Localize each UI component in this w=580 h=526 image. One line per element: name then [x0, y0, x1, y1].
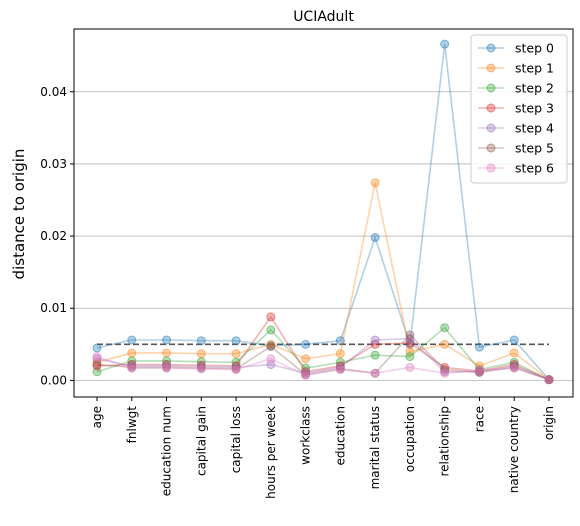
- data-point: [440, 39, 450, 49]
- legend: step 0 step 1 step 2 step 3 step 4 step 5 step…: [470, 34, 568, 184]
- y-ticks: 0.00 0.01 0.02 0.03 0.04: [40, 85, 74, 387]
- data-point: [231, 336, 241, 346]
- x-tick-label: race: [472, 406, 486, 432]
- x-tick-label: age: [90, 406, 104, 428]
- chart-title: UCIAdult: [293, 9, 354, 25]
- data-point: [196, 336, 206, 346]
- data-point: [405, 362, 415, 372]
- x-tick-label: hours per week: [264, 406, 278, 499]
- data-point: [266, 339, 276, 349]
- data-point: [127, 335, 137, 345]
- x-tick-label: native country: [507, 406, 521, 493]
- data-point: [127, 348, 137, 358]
- data-point: [266, 341, 276, 351]
- legend-label: step 0: [515, 41, 554, 56]
- y-tick-label: 0.04: [40, 85, 67, 99]
- data-point: [162, 363, 172, 373]
- data-point: [335, 365, 345, 375]
- x-tick-label: capital gain: [194, 406, 208, 476]
- data-point: [266, 325, 276, 335]
- legend-marker: [486, 143, 496, 153]
- legend-marker: [486, 43, 496, 53]
- series-1: [92, 178, 554, 385]
- x-tick-label: origin: [542, 406, 556, 440]
- data-point: [92, 352, 102, 362]
- data-point: [266, 354, 276, 364]
- x-tick-label: capital loss: [229, 406, 243, 473]
- x-tick-label: marital status: [368, 406, 382, 489]
- data-point: [474, 342, 484, 352]
- legend-label: step 2: [515, 81, 554, 96]
- legend-marker: [486, 63, 496, 73]
- data-point: [440, 339, 450, 349]
- data-point: [370, 233, 380, 243]
- y-tick-label: 0.01: [40, 301, 67, 315]
- x-tick-label: education: [333, 406, 347, 466]
- x-tick-label: occupation: [403, 406, 417, 472]
- data-point: [231, 365, 241, 375]
- data-point: [301, 370, 311, 380]
- legend-marker: [486, 83, 496, 93]
- data-point: [509, 335, 519, 345]
- data-point: [335, 336, 345, 346]
- y-tick-label: 0.00: [40, 373, 67, 387]
- data-point: [440, 323, 450, 333]
- data-point: [474, 367, 484, 377]
- series-line: [96, 333, 550, 381]
- series-line: [96, 182, 550, 381]
- legend-label: step 5: [515, 141, 554, 156]
- x-ticks: age fnlwgt education num capital gain capita…: [90, 397, 556, 499]
- data-point: [196, 364, 206, 374]
- data-point: [162, 335, 172, 345]
- legend-marker: [486, 163, 496, 173]
- data-point: [405, 330, 415, 340]
- series-2: [92, 323, 554, 385]
- series-line: [96, 355, 550, 381]
- x-tick-label: relationship: [438, 406, 452, 477]
- data-point: [474, 365, 484, 375]
- series-line: [96, 44, 550, 381]
- data-point: [196, 349, 206, 359]
- data-point: [370, 368, 380, 378]
- data-point: [335, 349, 345, 359]
- data-point: [370, 350, 380, 360]
- series-line: [96, 315, 550, 381]
- data-point: [509, 363, 519, 373]
- series-5: [92, 330, 554, 385]
- legend-label: step 4: [515, 121, 554, 136]
- x-tick-label: workclass: [299, 406, 313, 465]
- data-point: [370, 335, 380, 345]
- data-point: [301, 354, 311, 364]
- legend-label: step 3: [515, 101, 554, 116]
- data-point: [405, 352, 415, 362]
- legend-marker: [486, 103, 496, 113]
- legend-label: step 6: [515, 161, 554, 176]
- data-point: [440, 368, 450, 378]
- series-line: [96, 326, 550, 381]
- data-point: [162, 348, 172, 358]
- x-tick-label: education num: [160, 406, 174, 496]
- series-6: [92, 352, 554, 385]
- legend-label: step 1: [515, 61, 554, 76]
- data-point: [544, 375, 554, 385]
- data-point: [301, 339, 311, 349]
- legend-marker: [486, 123, 496, 133]
- data-point: [92, 360, 102, 370]
- data-point: [370, 178, 380, 188]
- data-point: [405, 347, 415, 357]
- series-line: [96, 337, 550, 381]
- y-tick-label: 0.03: [40, 157, 67, 171]
- data-point: [266, 312, 276, 322]
- x-tick-label: fnlwgt: [125, 406, 139, 444]
- data-point: [127, 363, 137, 373]
- data-point: [231, 349, 241, 359]
- series-layer: [92, 39, 554, 385]
- plot-frame: [73, 28, 574, 398]
- data-point: [509, 348, 519, 358]
- y-tick-label: 0.02: [40, 229, 67, 243]
- y-axis-label: distance to origin: [10, 149, 28, 280]
- data-point: [92, 343, 102, 353]
